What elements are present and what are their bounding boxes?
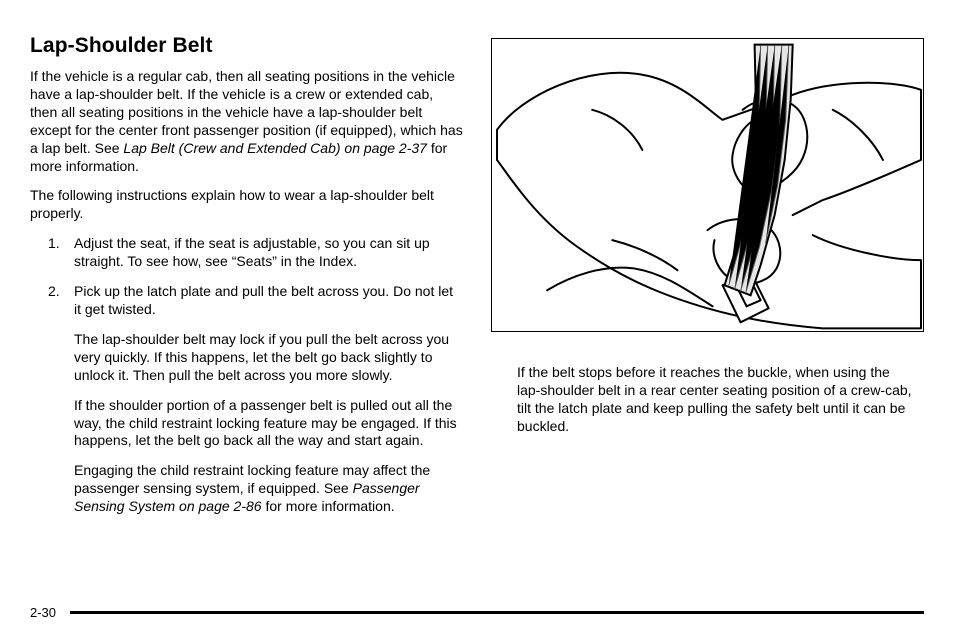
page-number: 2-30: [30, 605, 56, 620]
left-column: Lap-Shoulder Belt If the vehicle is a re…: [30, 32, 463, 592]
lead-paragraph: The following instructions explain how t…: [30, 187, 463, 223]
section-heading: Lap-Shoulder Belt: [30, 34, 463, 58]
step-2-sub-2: If the shoulder portion of a passenger b…: [74, 397, 463, 451]
figure-caption: If the belt stops before it reaches the …: [491, 364, 924, 436]
step-1-text: Adjust the seat, if the seat is adjustab…: [74, 235, 430, 269]
step-2-sub-3: Engaging the child restraint locking fea…: [74, 462, 463, 516]
instruction-list: Adjust the seat, if the seat is adjustab…: [30, 235, 463, 516]
manual-page: Lap-Shoulder Belt If the vehicle is a re…: [0, 0, 954, 638]
step-2-sub-1: The lap-shoulder belt may lock if you pu…: [74, 331, 463, 385]
sub3-part2: for more information.: [262, 498, 395, 514]
page-footer: 2-30: [30, 605, 924, 620]
footer-rule: [70, 611, 924, 614]
intro-paragraph: If the vehicle is a regular cab, then al…: [30, 68, 463, 175]
intro-crossref: Lap Belt (Crew and Extended Cab) on page…: [123, 140, 427, 156]
right-column: If the belt stops before it reaches the …: [491, 32, 924, 592]
seatbelt-illustration: [492, 39, 923, 331]
step-1: Adjust the seat, if the seat is adjustab…: [30, 235, 463, 271]
illustration-frame: [491, 38, 924, 332]
two-column-layout: Lap-Shoulder Belt If the vehicle is a re…: [30, 32, 924, 592]
step-2-text: Pick up the latch plate and pull the bel…: [74, 283, 453, 317]
step-2: Pick up the latch plate and pull the bel…: [30, 283, 463, 516]
